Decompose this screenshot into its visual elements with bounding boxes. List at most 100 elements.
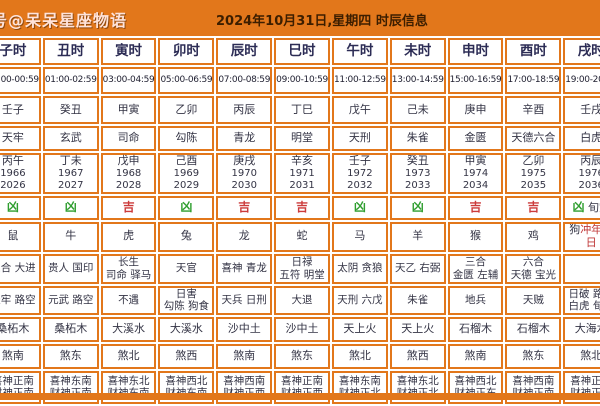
inauspicious-cell: 朱雀	[389, 285, 446, 315]
time-cell: 11:00-12:59	[331, 67, 388, 94]
hour-cell: 辰时	[216, 38, 273, 65]
spirit-cell: 勾陈	[158, 126, 215, 151]
ganzhi-cell: 癸丑	[42, 96, 99, 124]
time-cell: 13:00-14:59	[389, 67, 446, 94]
sha-cell: 煞东	[505, 343, 562, 369]
clash-cell: 甲寅 1974 2034	[447, 153, 504, 194]
sha-cell: 煞南	[0, 343, 41, 369]
luck-cell: 吉	[216, 195, 273, 220]
ganzhi-cell: 庚申	[447, 96, 504, 124]
auspicious-cell	[563, 253, 600, 284]
clash-cell: 壬子 1972 2032	[331, 153, 388, 194]
auspicious-cell: 喜神 青龙	[216, 253, 273, 284]
hour-cell: 戌时	[563, 38, 600, 65]
ganzhi-cell: 戊午	[331, 96, 388, 124]
time-cell: 07:00-08:59	[216, 67, 273, 94]
ganzhi-cell: 己未	[389, 96, 446, 124]
spirit-cell: 青龙	[216, 126, 273, 151]
luck-badge: 凶	[572, 200, 585, 215]
luck-badge: 吉	[296, 200, 309, 215]
hour-table-body: 子时丑时寅时卯时辰时巳时午时未时申时酉时戌时亥时23:00-00:5901:00…	[0, 38, 600, 404]
clash-cell: 戊申 1968 2028	[100, 153, 157, 194]
inauspicious-cell: 日害 勾陈 狗食	[158, 285, 215, 315]
luck-cell: 凶	[331, 195, 388, 220]
auspicious-cell: 日禄 五符 明堂	[274, 253, 330, 284]
clash-cell: 丙辰1976 2036	[563, 153, 600, 194]
inauspicious-cell: 不遇	[100, 285, 157, 315]
page-title: 2024年10月31日,星期四 时辰信息	[216, 14, 428, 29]
spirit-cell: 天刑	[331, 126, 388, 151]
auspicious-cell: 六合 天德 宝光	[505, 253, 562, 284]
watermark-text: 号@呆呆星座物语	[0, 11, 128, 30]
luck-cell: 吉	[447, 195, 504, 220]
ganzhi-cell: 壬戌	[563, 96, 600, 124]
luck-badge: 吉	[469, 200, 482, 215]
time-cell: 05:00-06:59	[158, 67, 215, 94]
luck-extra-label: 旬空	[587, 201, 600, 215]
time-cell: 03:00-04:59	[100, 67, 157, 94]
nayin-cell: 石榴木	[447, 316, 504, 342]
inauspicious-cell: 地兵	[447, 285, 504, 315]
ganzhi-cell: 甲寅	[100, 96, 157, 124]
animal-cell: 羊	[389, 221, 446, 252]
clash-cell: 乙卯 1975 2035	[505, 153, 562, 194]
luck-cell: 凶	[389, 195, 446, 220]
luck-badge: 吉	[527, 200, 540, 215]
luck-badge: 凶	[6, 200, 19, 215]
spirit-cell: 朱雀	[389, 126, 446, 151]
row-time: 23:00-00:5901:00-02:5903:00-04:5905:00-0…	[0, 67, 600, 94]
row-clash: 丙午 1966 2026 丁未 1967 2027 戊申 1968 2028 己酉 1969 …	[0, 153, 600, 194]
sha-cell: 煞南	[216, 343, 273, 369]
animal-cell: 马	[331, 221, 388, 252]
nayin-cell: 石榴木	[505, 316, 562, 342]
ganzhi-cell: 乙卯	[158, 96, 215, 124]
spirit-cell: 白虎	[563, 126, 600, 151]
auspicious-cell: 贵人 国印	[42, 253, 99, 284]
luck-cell: 凶	[0, 195, 41, 220]
auspicious-cell: 天乙 右弼	[389, 253, 446, 284]
clash-cell: 己酉 1969 2029	[158, 153, 215, 194]
luck-cell: 吉	[100, 195, 157, 220]
hour-cell: 申时	[447, 38, 504, 65]
luck-cell: 吉	[274, 195, 330, 220]
nayin-cell: 桑柘木	[42, 316, 99, 342]
header-bar: 号@呆呆星座物语 2024年10月31日,星期四 时辰信息	[0, 0, 600, 36]
row-ganzhi: 壬子 癸丑 甲寅 乙卯 丙辰 丁巳 戊午 己未 庚申 辛酉 壬戌	[0, 96, 600, 124]
luck-badge: 凶	[353, 200, 366, 215]
inauspicious-cell: 天贼	[505, 285, 562, 315]
spirit-cell: 玄武	[42, 126, 99, 151]
animal-cell: 狗冲年冲日	[563, 221, 600, 252]
time-cell: 17:00-18:59	[505, 67, 562, 94]
auspicious-cell: 三合 金匮 左辅	[447, 253, 504, 284]
row-spirit: 天牢 玄武 司命 勾陈 青龙 明堂 天刑 朱雀 金匮 天德六合 白虎	[0, 126, 600, 151]
inauspicious-cell: 大退	[274, 285, 330, 315]
luck-cell: 凶	[42, 195, 99, 220]
clash-cell: 庚戌 1970 2030	[216, 153, 273, 194]
nayin-cell: 大溪水	[158, 316, 215, 342]
time-cell: 23:00-00:59	[0, 67, 41, 94]
spirit-cell: 天德六合	[505, 126, 562, 151]
ganzhi-cell: 丁巳	[274, 96, 330, 124]
time-cell: 15:00-16:59	[447, 67, 504, 94]
hour-cell: 丑时	[42, 38, 99, 65]
auspicious-cell: 长生 司命 驿马	[100, 253, 157, 284]
inauspicious-cell: 天牢 路空	[0, 285, 41, 315]
luck-cell: 凶 旬空	[563, 195, 600, 220]
footer-bar	[0, 393, 600, 400]
time-cell: 01:00-02:59	[42, 67, 99, 94]
ganzhi-cell: 丙辰	[216, 96, 273, 124]
sha-cell: 煞北	[331, 343, 388, 369]
sha-cell: 煞北	[100, 343, 157, 369]
nayin-cell: 大溪水	[100, 316, 157, 342]
sha-cell: 煞西	[158, 343, 215, 369]
spirit-cell: 天牢	[0, 126, 41, 151]
luck-cell: 吉	[505, 195, 562, 220]
spirit-cell: 金匮	[447, 126, 504, 151]
animal-clash-label: 冲年冲日	[580, 222, 600, 249]
animal-cell: 牛	[42, 221, 99, 252]
nayin-cell: 天上火	[389, 316, 446, 342]
ganzhi-cell: 壬子	[0, 96, 41, 124]
spirit-cell: 司命	[100, 126, 157, 151]
inauspicious-cell: 天刑 六戊	[331, 285, 388, 315]
